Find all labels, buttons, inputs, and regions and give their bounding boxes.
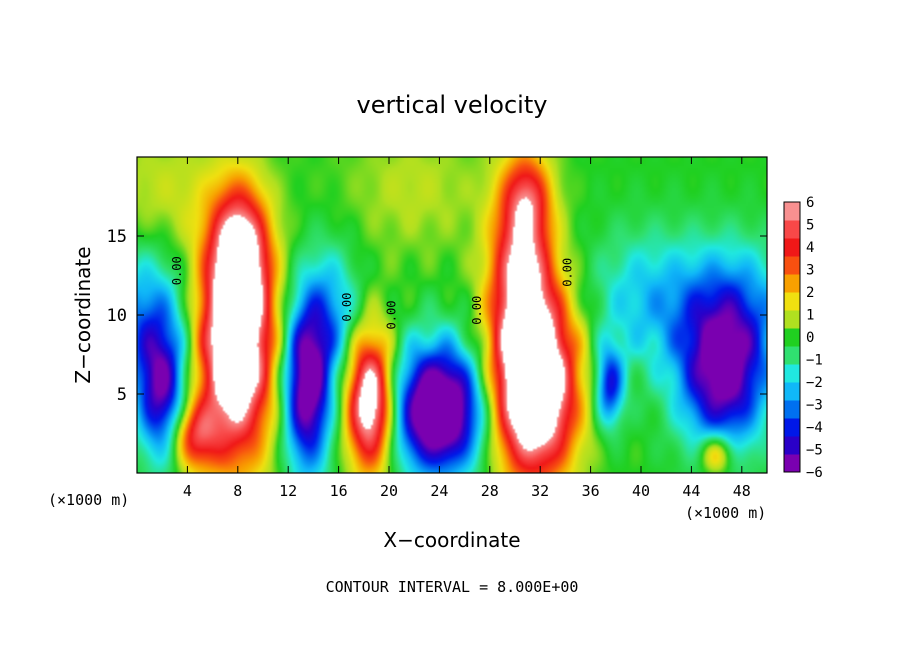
colorbar-tick-label: −3 xyxy=(806,398,823,414)
colorbar-tick-label: −2 xyxy=(806,375,823,391)
colorbar-swatch xyxy=(784,418,800,437)
x-tick-label: 24 xyxy=(430,482,448,500)
x-axis-ticks: 4 8 12 16 20 24 28 32 36 40 44 48 xyxy=(183,157,751,500)
colorbar-tick-label: −1 xyxy=(806,353,823,369)
x-unit-label-left: (×1000 m) xyxy=(48,491,129,509)
x-tick-label: 44 xyxy=(682,482,700,500)
y-tick-label: 5 xyxy=(117,385,127,405)
colorbar-swatch xyxy=(784,346,800,365)
colorbar-swatch xyxy=(784,328,800,347)
contour-label: 0.00 xyxy=(561,258,575,287)
colorbar-swatch xyxy=(784,454,800,473)
x-axis-label: X−coordinate xyxy=(383,528,520,552)
colorbar-tick-label: 4 xyxy=(806,240,814,256)
colorbar-swatch xyxy=(784,202,800,221)
contour-label: 0.00 xyxy=(384,301,398,330)
colorbar-tick-label: −6 xyxy=(806,465,823,481)
colorbar-tick-label: −5 xyxy=(806,443,823,459)
plot-area: 0.000.00 0.00 0.000.00 4 8 12 16 20 24 28 32 36 40 4… xyxy=(107,156,768,500)
colorbar-frame xyxy=(783,201,801,473)
colorbar-tick-label: 5 xyxy=(806,218,814,234)
colorbar-swatch xyxy=(784,436,800,455)
colorbar-tick-label: −4 xyxy=(806,420,823,436)
y-tick-label: 15 xyxy=(107,227,127,247)
colorbar-swatch xyxy=(784,238,800,257)
colorbar: 6 5 4 3 2 1 0 −1 −2 −3 −4 −5 −6 xyxy=(783,195,823,481)
colorbar-tick-label: 3 xyxy=(806,263,814,279)
colorbar-swatch xyxy=(784,292,800,311)
colorbar-swatch xyxy=(784,364,800,383)
velocity-field-raster xyxy=(137,157,767,473)
contour-label: 0.00 xyxy=(470,296,484,325)
y-tick-label: 10 xyxy=(107,306,127,326)
x-tick-label: 36 xyxy=(582,482,600,500)
y-axis-ticks: 5 10 15 xyxy=(107,227,767,405)
x-tick-label: 28 xyxy=(481,482,499,500)
x-tick-label: 20 xyxy=(380,482,398,500)
colorbar-swatch xyxy=(784,256,800,275)
x-tick-label: 4 xyxy=(183,482,192,500)
colorbar-swatch xyxy=(784,310,800,329)
colorbar-tick-label: 2 xyxy=(806,285,814,301)
chart-title: vertical velocity xyxy=(357,91,548,119)
colorbar-tick-label: 0 xyxy=(806,330,814,346)
contour-label: 0.00 xyxy=(170,256,184,285)
y-axis-label: Z−coordinate xyxy=(71,246,95,383)
x-tick-label: 32 xyxy=(531,482,549,500)
x-tick-label: 40 xyxy=(632,482,650,500)
colorbar-swatch xyxy=(784,220,800,239)
x-tick-label: 16 xyxy=(330,482,348,500)
colorbar-swatch xyxy=(784,400,800,419)
colorbar-swatch xyxy=(784,274,800,293)
x-unit-label-right: (×1000 m) xyxy=(685,504,766,522)
x-tick-label: 12 xyxy=(279,482,297,500)
x-tick-label: 48 xyxy=(733,482,751,500)
colorbar-tick-label: 6 xyxy=(806,195,814,211)
colorbar-swatch xyxy=(784,382,800,401)
contour-label: 0.00 xyxy=(340,293,354,322)
colorbar-tick-label: 1 xyxy=(806,308,814,324)
contour-interval-note: CONTOUR INTERVAL = 8.000E+00 xyxy=(326,578,579,596)
contour-labels: 0.00 0.00 0.00 0.00 0.00 xyxy=(170,256,575,329)
x-tick-label: 8 xyxy=(233,482,242,500)
